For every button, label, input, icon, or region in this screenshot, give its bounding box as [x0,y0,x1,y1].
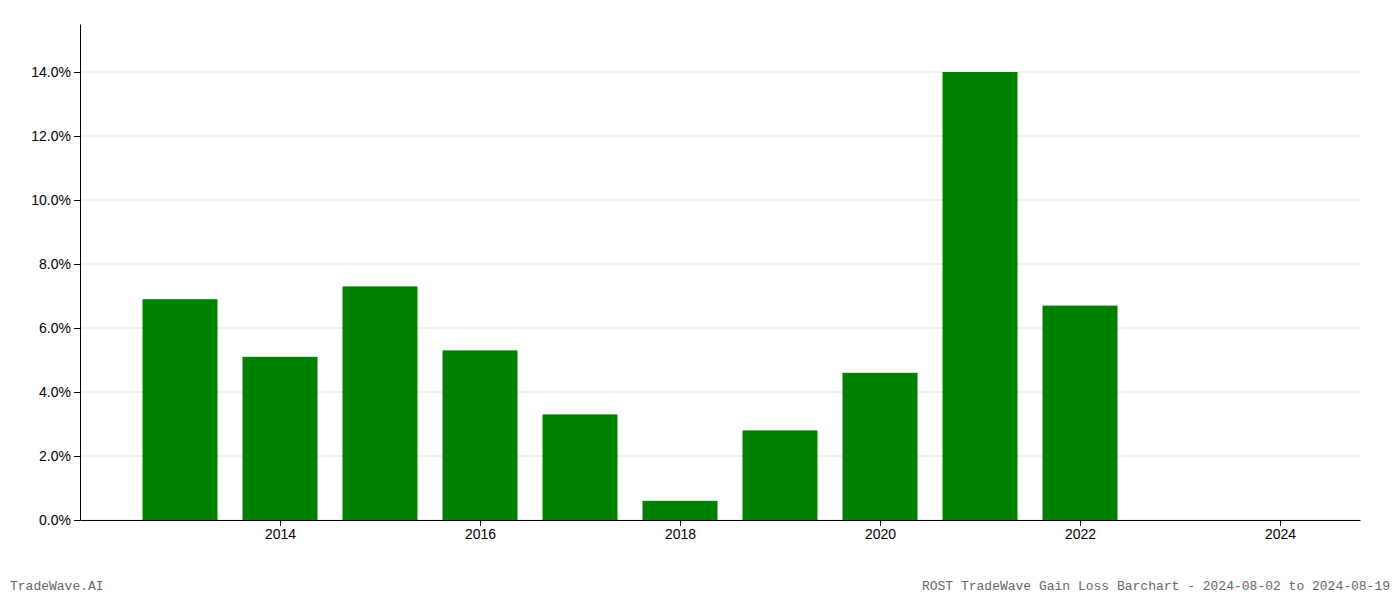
y-tick-label: 6.0% [39,320,71,336]
x-tick: 2020 [865,520,896,542]
bar [143,299,218,520]
y-tick: 4.0% [39,384,80,400]
y-tick: 12.0% [31,128,80,144]
y-tick-label: 8.0% [39,256,71,272]
grid-line [80,136,1360,137]
y-tick-label: 10.0% [31,192,71,208]
plot-area [143,72,1118,520]
grid-line [80,264,1360,265]
y-tick-mark [74,520,80,521]
y-tick-label: 0.0% [39,512,71,528]
y-tick: 8.0% [39,256,80,272]
y-tick-mark [74,72,80,73]
x-tick-label: 2016 [465,526,496,542]
y-tick: 14.0% [31,64,80,80]
y-tick-mark [74,392,80,393]
footer-text: TradeWave.AI [10,579,104,594]
x-tick-label: 2022 [1065,526,1096,542]
y-tick: 0.0% [39,512,80,528]
y-tick-label: 4.0% [39,384,71,400]
bar [743,430,818,520]
grid [80,72,1360,520]
x-tick: 2022 [1065,520,1096,542]
y-tick-mark [74,328,80,329]
grid-line [80,328,1360,329]
y-tick-mark [74,136,80,137]
y-tick-label: 14.0% [31,64,71,80]
bar [843,373,918,520]
bar [643,501,718,520]
bar [943,72,1018,520]
x-axis-line [81,520,1361,521]
y-tick-mark [74,456,80,457]
x-tick: 2018 [665,520,696,542]
y-tick-mark [74,264,80,265]
x-tick-label: 2024 [1265,526,1296,542]
x-tick-label: 2020 [865,526,896,542]
bar [543,414,618,520]
y-axis-line [80,25,81,521]
x-tick: 2024 [1265,520,1296,542]
footer-text: ROST TradeWave Gain Loss Barchart - 2024… [922,579,1390,594]
y-tick: 2.0% [39,448,80,464]
bar [343,286,418,520]
grid-line [80,72,1360,73]
x-axis: 2014 2016 2018 2020 2022 2024 [81,520,1361,542]
bar [1043,306,1118,520]
bar [243,357,318,520]
y-tick-label: 2.0% [39,448,71,464]
x-tick: 2014 [265,520,296,542]
chart: 2014 2016 2018 2020 2022 2024 0.0% 2.0% 4.0% 6.0%… [0,0,1400,600]
y-tick: 6.0% [39,320,80,336]
y-tick: 10.0% [31,192,80,208]
bar [443,350,518,520]
bar [1143,520,1218,521]
grid-line [80,200,1360,201]
x-tick-label: 2014 [265,526,296,542]
y-axis: 0.0% 2.0% 4.0% 6.0% 8.0% 10.0% 12.0% 14.0% [31,25,80,528]
x-tick-label: 2018 [665,526,696,542]
y-tick-mark [74,200,80,201]
y-tick-label: 12.0% [31,128,71,144]
x-tick: 2016 [465,520,496,542]
